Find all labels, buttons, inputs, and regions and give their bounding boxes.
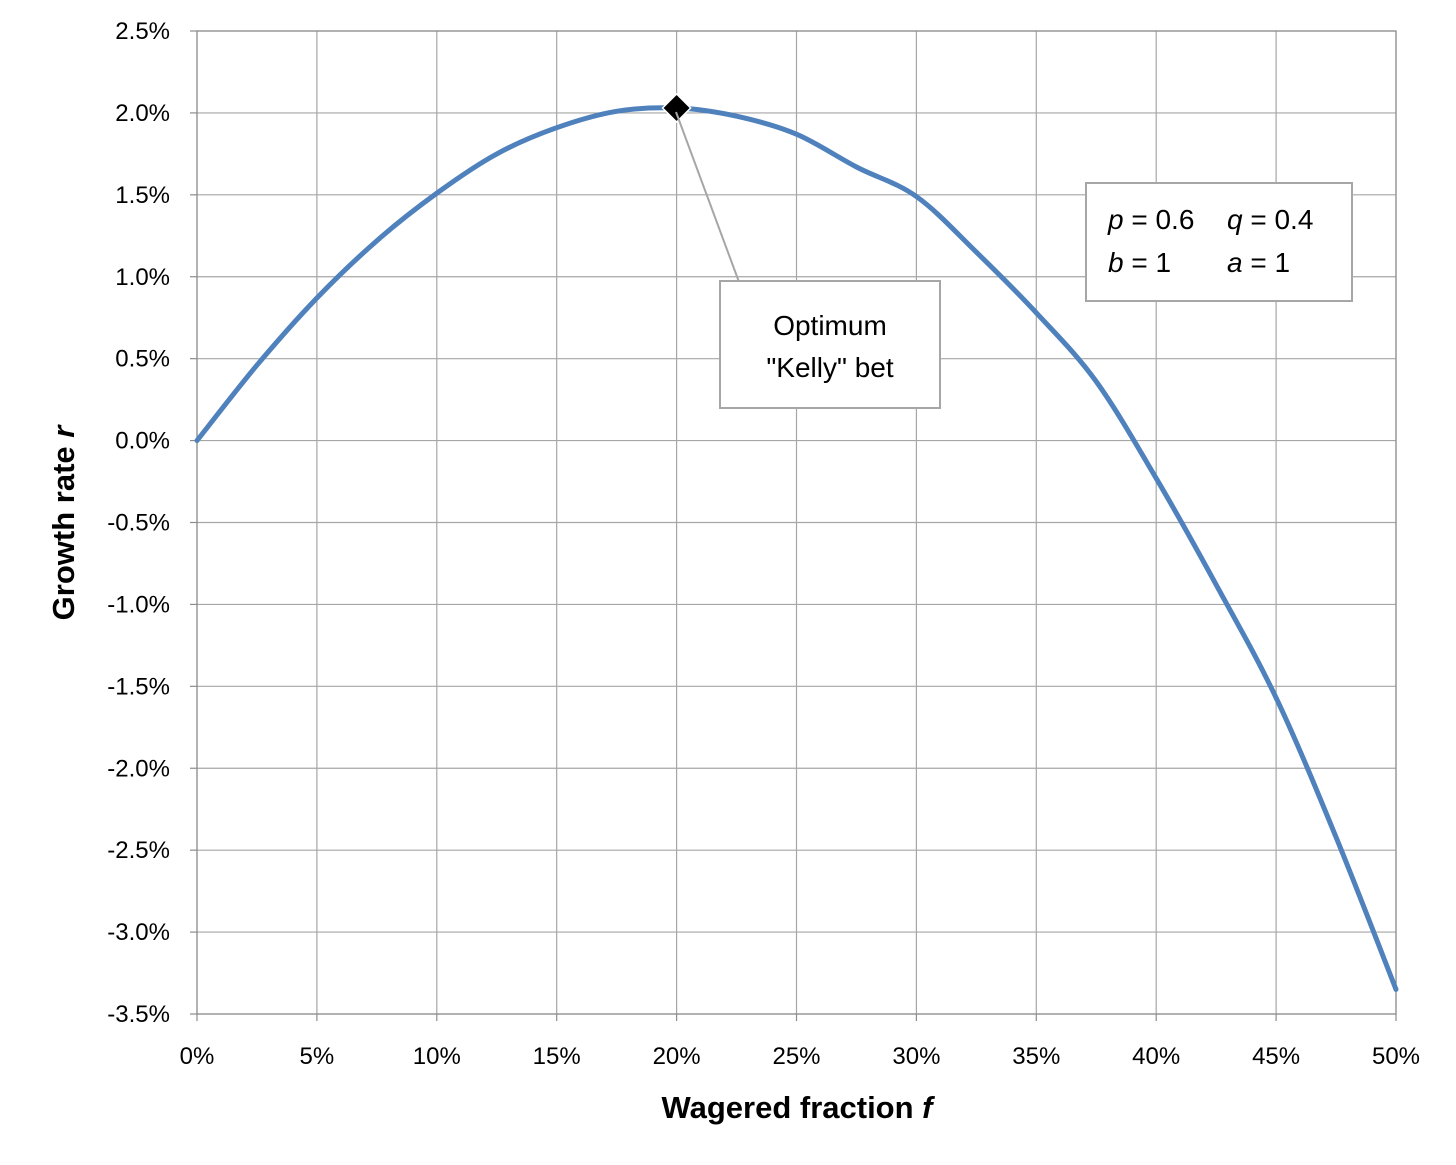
param-p-symbol: p	[1107, 204, 1124, 235]
y-tick-label: 1.0%	[115, 264, 170, 291]
y-tick-label: 0.0%	[115, 428, 170, 455]
parameters-b: b = 1	[1108, 247, 1171, 278]
kelly-optimum-marker	[661, 92, 692, 124]
x-tick-label: 45%	[1252, 1043, 1300, 1070]
y-tick-label: 0.5%	[115, 346, 170, 373]
y-tick-label: -2.5%	[107, 837, 170, 864]
x-tick-label: 0%	[180, 1043, 215, 1070]
series-layer	[194, 92, 1399, 992]
x-tick-label: 10%	[413, 1043, 461, 1070]
param-q-symbol: q	[1227, 204, 1243, 235]
kelly-annotation-leader	[675, 111, 740, 283]
parameters-p: p = 0.6	[1107, 204, 1194, 235]
y-tick-label: -3.5%	[107, 1001, 170, 1028]
y-axis-title-variable: r	[46, 424, 81, 438]
y-tick-label: -1.5%	[107, 673, 170, 700]
x-axis-title-variable: f	[922, 1090, 935, 1125]
y-axis-title-text: Growth rate	[46, 438, 81, 621]
kelly-annotation-line-1: Optimum	[773, 310, 887, 341]
parameters-annotation-box	[1085, 182, 1353, 302]
x-tick-label: 30%	[892, 1043, 940, 1070]
x-tick-label: 25%	[772, 1043, 820, 1070]
param-a-value: = 1	[1243, 247, 1290, 278]
param-a-symbol: a	[1227, 247, 1243, 278]
x-axis-title: Wagered fraction f	[662, 1090, 936, 1125]
y-axis-ticks: 2.5% 2.0% 1.5% 1.0% 0.5% 0.0% -0.5% -1.0% -1.5% -…	[107, 18, 197, 1028]
param-b-value: = 1	[1124, 247, 1171, 278]
x-tick-label: 5%	[300, 1043, 335, 1070]
y-tick-label: 2.5%	[115, 18, 170, 45]
kelly-annotation-line-2: "Kelly" bet	[766, 352, 893, 383]
x-tick-label: 20%	[653, 1043, 701, 1070]
x-tick-label: 40%	[1132, 1043, 1180, 1070]
kelly-annotation-box	[719, 280, 941, 409]
y-axis-title: Growth rate r	[46, 424, 81, 621]
x-axis-ticks: 0% 5% 10% 15% 20% 25% 30% 35% 40% 45% 50%	[180, 1014, 1420, 1070]
parameters-annotation: p = 0.6 q = 0.4 b = 1 a = 1	[1085, 182, 1353, 302]
parameters-q: q = 0.4	[1227, 204, 1313, 235]
param-p-value: = 0.6	[1124, 204, 1195, 235]
y-tick-label: -2.0%	[107, 755, 170, 782]
y-tick-label: 2.0%	[115, 100, 170, 127]
param-q-value: = 0.4	[1243, 204, 1314, 235]
y-tick-label: -3.0%	[107, 919, 170, 946]
x-tick-label: 15%	[533, 1043, 581, 1070]
y-tick-label: -0.5%	[107, 510, 170, 537]
y-tick-label: 1.5%	[115, 182, 170, 209]
grid	[196, 30, 1397, 1015]
growth-rate-line	[194, 105, 1399, 992]
y-tick-label: -1.0%	[107, 591, 170, 618]
kelly-annotation: Optimum "Kelly" bet	[719, 280, 941, 409]
x-axis-title-text: Wagered fraction	[662, 1090, 923, 1125]
x-tick-label: 35%	[1012, 1043, 1060, 1070]
parameters-a: a = 1	[1227, 247, 1290, 278]
x-tick-label: 50%	[1372, 1043, 1420, 1070]
param-b-symbol: b	[1108, 247, 1124, 278]
